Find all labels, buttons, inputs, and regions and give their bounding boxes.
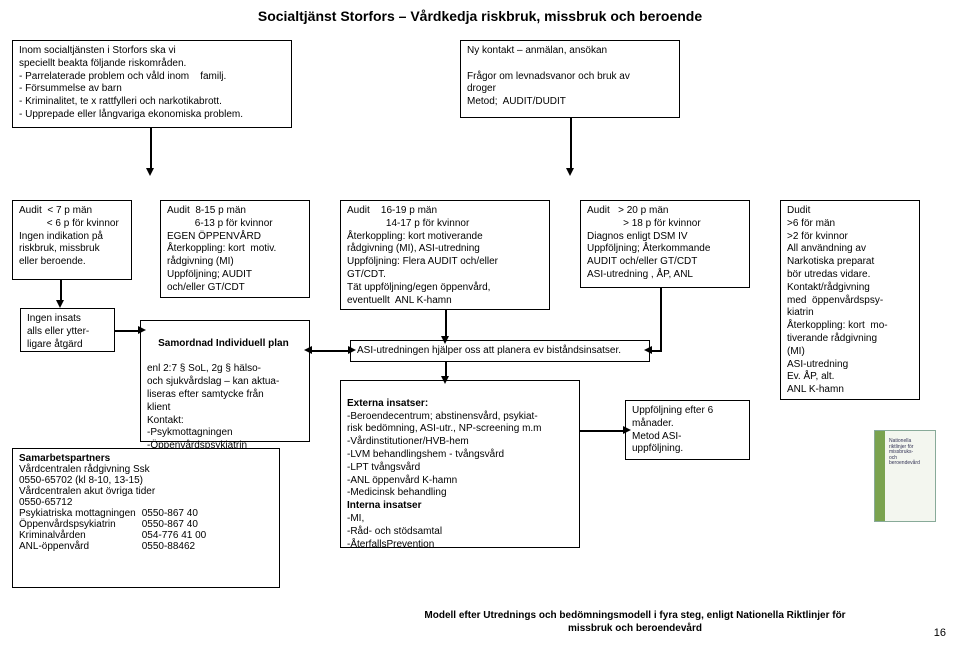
arrow-head [644,346,652,354]
bottom-caption: Modell efter Utrednings och bedömningsmo… [395,610,875,635]
partners-l4: 0550-65712 [19,497,273,508]
table-row: Psykiatriska mottagningen0550-867 40 [19,508,212,519]
partner-name: Psykiatriska mottagningen [19,508,142,519]
table-row: Kriminalvården054-776 41 00 [19,530,212,541]
col3c-box: Externa insatser: -Beroendecentrum; abst… [340,380,580,548]
col1-small-box: Ingen insats alls eller ytter- ligare åt… [20,308,115,352]
book-cover-text: Nationella riktlinjer för missbruks- och… [889,439,931,467]
arrow-head [138,326,146,334]
arrow-head [566,168,574,176]
col4a-box: Audit > 20 p män > 18 p för kvinnor Diag… [580,200,750,288]
col3a-box: Audit 16-19 p män 14-17 p för kvinnor Åt… [340,200,550,310]
arrow-line [570,118,572,168]
partners-l3: Vårdcentralen akut övriga tider [19,486,273,497]
col2b-box: Samordnad Individuell plan enl 2:7 § SoL… [140,320,310,442]
col5-box: Dudit >6 för män >2 för kvinnor All anvä… [780,200,920,400]
top-left-text: Inom socialtjänsten i Storfors ska vi sp… [19,45,285,122]
col3c-h1: Externa insatser: [347,398,428,409]
arrow-line [660,288,662,350]
col3b-text: ASI-utredningen hjälper oss att planera … [357,345,643,358]
col1-text: Audit < 7 p män < 6 p för kvinnor Ingen … [19,205,125,269]
col2a-box: Audit 8-15 p män 6-13 p för kvinnor EGEN… [160,200,310,298]
arrow-head [304,346,312,354]
col3c-h2: Interna insatser [347,500,421,511]
top-left-box: Inom socialtjänsten i Storfors ska vi sp… [12,40,292,128]
table-row: Öppenvårdspsykiatrin0550-867 40 [19,519,212,530]
top-right-text: Ny kontakt – anmälan, ansökan Frågor om … [467,45,673,109]
partner-name: Kriminalvården [19,530,142,541]
arrow-line [115,330,140,332]
page-title: Socialtjänst Storfors – Vårdkedja riskbr… [0,8,960,24]
arrow-line [580,430,625,432]
arrow-line [310,350,350,352]
arrow-line [150,128,152,168]
col3c-text: Externa insatser: -Beroendecentrum; abst… [347,385,573,551]
partners-l2: 0550-65702 (kl 8-10, 13-15) [19,475,273,486]
col4b-box: Uppföljning efter 6 månader. Metod ASI- … [625,400,750,460]
table-row: ANL-öppenvård0550-88462 [19,541,212,552]
col4a-text: Audit > 20 p män > 18 p för kvinnor Diag… [587,205,743,282]
arrow-head [56,300,64,308]
partner-name: ANL-öppenvård [19,541,142,552]
partner-phone: 0550-867 40 [142,508,213,519]
book-cover-image: Nationella riktlinjer för missbruks- och… [874,430,936,522]
col2a-text: Audit 8-15 p män 6-13 p för kvinnor EGEN… [167,205,303,295]
arrow-head [146,168,154,176]
col1-small-text: Ingen insats alls eller ytter- ligare åt… [27,313,108,351]
arrow-head [623,426,631,434]
col3a-text: Audit 16-19 p män 14-17 p för kvinnor Åt… [347,205,543,307]
top-right-box: Ny kontakt – anmälan, ansökan Frågor om … [460,40,680,118]
arrow-head [441,376,449,384]
col4b-text: Uppföljning efter 6 månader. Metod ASI- … [632,405,743,456]
partners-title: Samarbetspartners [19,453,273,464]
arrow-line [445,310,447,338]
col1-box: Audit < 7 p män < 6 p för kvinnor Ingen … [12,200,132,280]
col2b-title: Samordnad Individuell plan [158,338,289,349]
col5-text: Dudit >6 för män >2 för kvinnor All anvä… [787,205,913,397]
partners-table: Psykiatriska mottagningen0550-867 40 Öpp… [19,508,212,552]
partner-name: Öppenvårdspsykiatrin [19,519,142,530]
partner-phone: 054-776 41 00 [142,530,213,541]
partners-l1: Vårdcentralen rådgivning Ssk [19,464,273,475]
arrow-head [441,336,449,344]
page-number: 16 [934,627,946,639]
partners-box: Samarbetspartners Vårdcentralen rådgivni… [12,448,280,588]
partner-phone: 0550-88462 [142,541,213,552]
arrow-head [348,346,356,354]
col3b-box: ASI-utredningen hjälper oss att planera … [350,340,650,362]
partner-phone: 0550-867 40 [142,519,213,530]
book-spine [875,431,885,521]
arrow-line [60,280,62,300]
